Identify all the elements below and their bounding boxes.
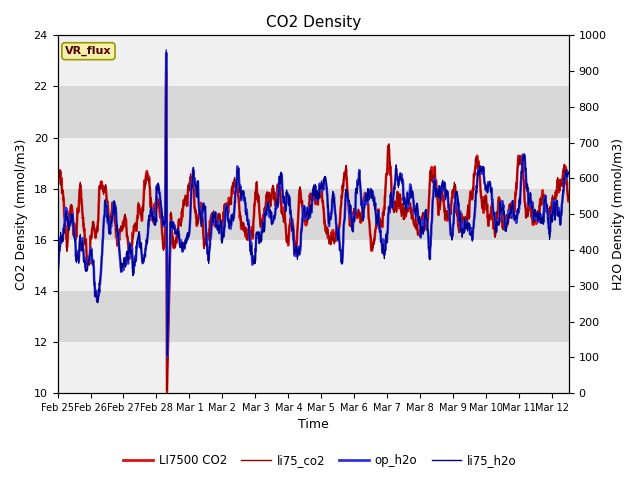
Bar (58, 138, 569, 189)
Bar (58, 189, 569, 240)
Y-axis label: H2O Density (mmol/m3): H2O Density (mmol/m3) (612, 138, 625, 290)
Bar (58, 36, 569, 86)
Text: VR_flux: VR_flux (65, 46, 112, 56)
Bar (58, 342, 569, 393)
Legend: LI7500 CO2, li75_co2, op_h2o, li75_h2o: LI7500 CO2, li75_co2, op_h2o, li75_h2o (118, 449, 522, 472)
Bar (58, 240, 569, 291)
Title: CO2 Density: CO2 Density (266, 15, 361, 30)
Bar (58, 86, 569, 138)
Y-axis label: CO2 Density (mmol/m3): CO2 Density (mmol/m3) (15, 139, 28, 290)
X-axis label: Time: Time (298, 419, 328, 432)
Bar (58, 291, 569, 342)
